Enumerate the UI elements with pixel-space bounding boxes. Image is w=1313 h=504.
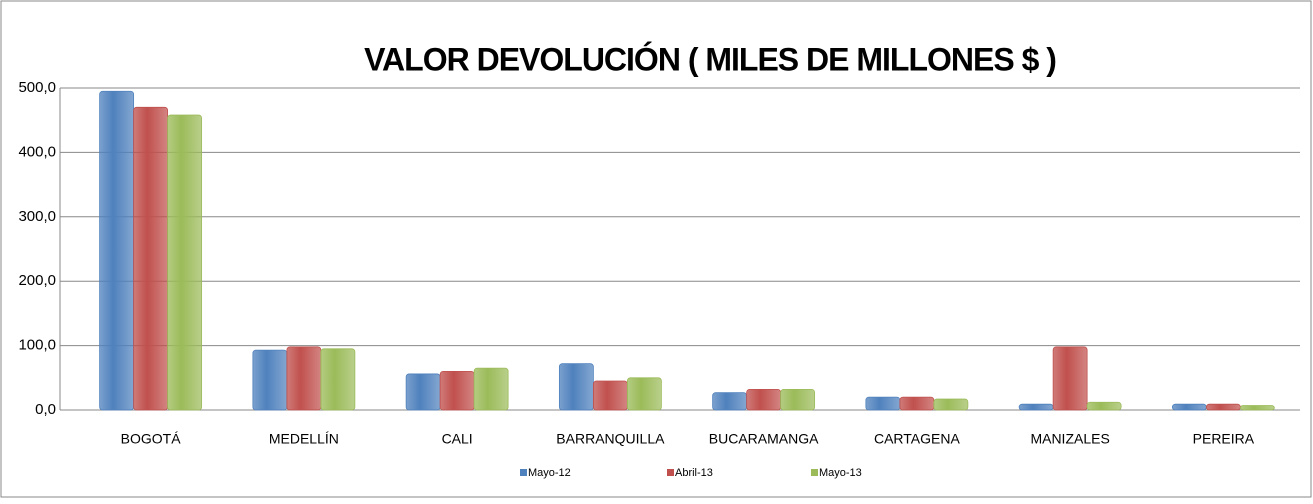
bar <box>320 348 356 411</box>
bar <box>626 377 662 411</box>
x-tick-label: MANIZALES <box>1030 431 1109 447</box>
x-tick-label: MEDELLÍN <box>269 431 339 447</box>
bar <box>899 396 935 411</box>
bar <box>712 392 748 411</box>
bar <box>1171 403 1207 411</box>
bar <box>439 370 475 411</box>
legend-label: Mayo-13 <box>819 467 862 479</box>
x-tick-label: BOGOTÁ <box>121 431 182 447</box>
x-tick-label: BARRANQUILLA <box>556 431 665 447</box>
legend-swatch <box>811 469 818 476</box>
x-tick-label: PEREIRA <box>1193 431 1255 447</box>
legend-label: Mayo-12 <box>528 467 571 479</box>
bar <box>473 367 509 411</box>
bar <box>1018 403 1054 411</box>
bar <box>133 106 169 411</box>
chart-title: VALOR DEVOLUCIÓN ( MILES DE MILLONES $ ) <box>364 41 1056 77</box>
bar <box>167 114 203 411</box>
legend-swatch <box>520 469 527 476</box>
y-tick-label: 200,0 <box>18 272 56 289</box>
legend-label: Abril-13 <box>675 467 713 479</box>
bar <box>405 373 441 411</box>
bar <box>286 346 322 411</box>
bar <box>592 380 628 411</box>
bar <box>1205 403 1241 411</box>
bar <box>1052 346 1088 411</box>
legend-swatch <box>667 469 674 476</box>
bar <box>1239 405 1275 411</box>
bar <box>865 396 901 411</box>
bar <box>558 363 594 411</box>
bar <box>933 398 969 411</box>
bar <box>1086 401 1122 411</box>
y-tick-label: 400,0 <box>18 143 56 160</box>
y-tick-label: 500,0 <box>18 79 56 96</box>
bar <box>780 388 816 411</box>
x-tick-label: CALI <box>442 431 473 447</box>
bar <box>252 349 288 411</box>
bar <box>746 388 782 411</box>
x-tick-label: CARTAGENA <box>874 431 960 447</box>
x-tick-label: BUCARAMANGA <box>709 431 819 447</box>
y-tick-label: 300,0 <box>18 208 56 225</box>
y-tick-label: 100,0 <box>18 337 56 354</box>
bar <box>99 90 135 411</box>
y-tick-label: 0,0 <box>35 401 56 418</box>
